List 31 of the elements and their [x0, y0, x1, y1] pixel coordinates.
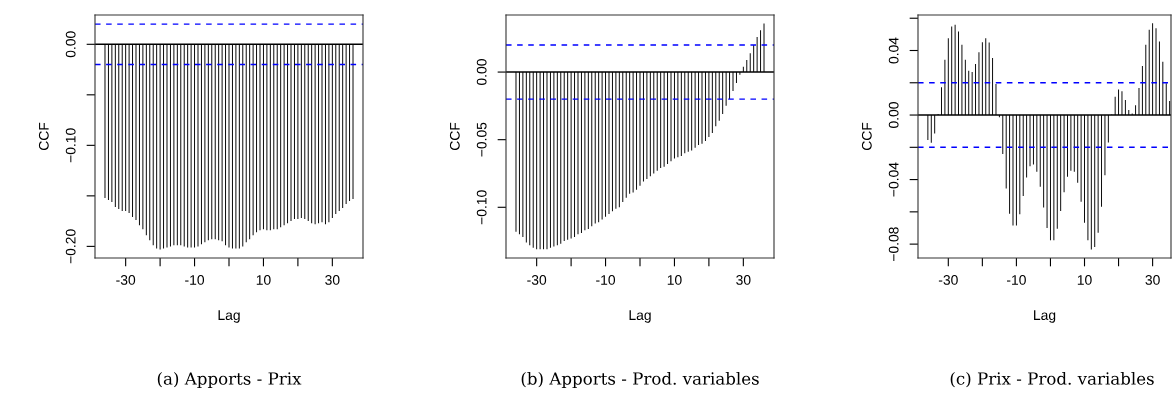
y-axis-title: CCF — [861, 122, 872, 151]
y-tick-label: 0.00 — [476, 59, 487, 86]
x-tick-label: -10 — [596, 275, 616, 285]
text: (c) Prix - Prod. variables — [950, 371, 1154, 388]
x-tick-label: 30 — [325, 275, 340, 285]
x-axis-title: Lag — [629, 310, 651, 323]
y-tick-label: −0.20 — [65, 229, 76, 264]
text: (a) Apports - Prix — [157, 371, 302, 389]
x-axis-title: Lag — [1034, 310, 1056, 323]
x-tick-label: -30 — [116, 275, 136, 285]
y-tick-label: −0.08 — [888, 227, 899, 262]
x-tick-label: 30 — [1145, 275, 1160, 285]
y-axis-title: CCF — [38, 122, 49, 151]
y-axis-title: CCF — [449, 122, 460, 151]
x-tick-label: -10 — [1006, 275, 1026, 285]
y-tick-label: 0.00 — [888, 102, 899, 129]
x-tick-label: 10 — [1077, 275, 1092, 285]
y-tick-label: −0.05 — [476, 122, 487, 157]
x-tick-label: -30 — [938, 275, 958, 285]
y-tick-label: −0.10 — [65, 128, 76, 163]
y-tick-label: 0.00 — [65, 31, 76, 58]
y-tick-label: 0.04 — [888, 37, 899, 64]
y-tick-label: −0.10 — [476, 190, 487, 225]
y-tick-label: −0.04 — [888, 162, 899, 197]
x-tick-label: 30 — [736, 275, 751, 285]
x-tick-label: -30 — [527, 275, 547, 285]
text: (b) Apports - Prod. variables — [521, 371, 759, 389]
x-tick-label: -10 — [185, 275, 205, 285]
x-tick-label: 10 — [256, 275, 271, 285]
x-tick-label: 10 — [667, 275, 682, 285]
x-axis-title: Lag — [218, 310, 240, 323]
